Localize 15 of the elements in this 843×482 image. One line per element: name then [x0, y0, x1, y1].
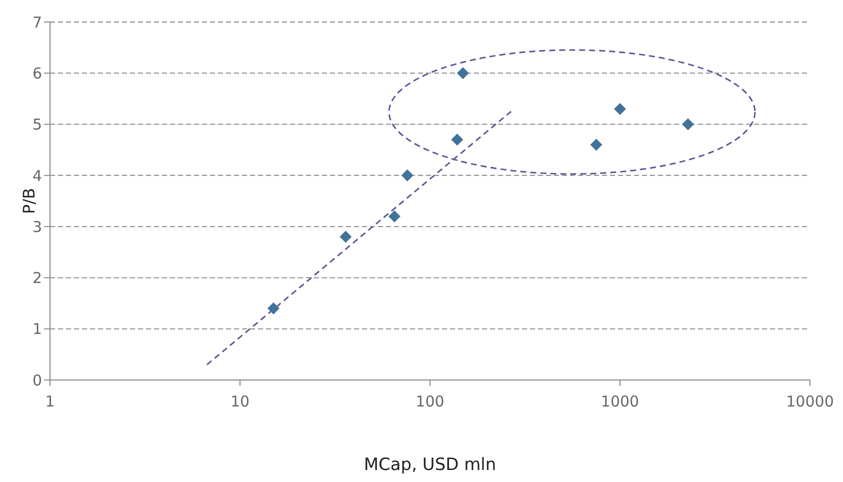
- x-tick-label: 100: [416, 392, 444, 411]
- y-tick-label: 1: [32, 320, 42, 338]
- y-tick-label: 2: [32, 269, 42, 288]
- y-tick-label: 4: [32, 166, 42, 185]
- y-tick-label: 7: [32, 13, 42, 32]
- y-tick-label: 0: [32, 371, 42, 390]
- x-tick-label: 10000: [786, 392, 834, 411]
- x-axis-title: MCap, USD mln: [364, 455, 496, 475]
- y-axis-title: P/B: [20, 188, 39, 214]
- y-tick-label: 3: [32, 218, 42, 236]
- x-tick-label: 1000: [600, 392, 640, 411]
- x-tick-label: 10: [230, 392, 250, 411]
- y-tick-label: 5: [32, 116, 42, 134]
- y-tick-label: 6: [32, 64, 42, 82]
- x-tick-label: 1: [45, 392, 55, 411]
